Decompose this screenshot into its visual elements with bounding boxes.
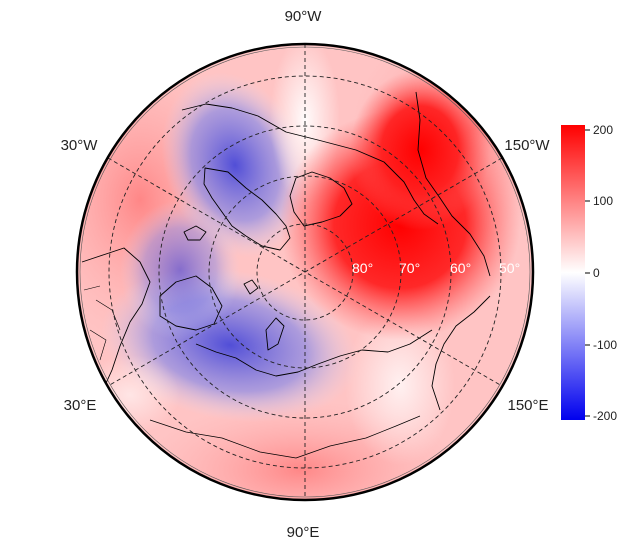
graticule — [107, 44, 503, 500]
lat-label-50: 50° — [499, 260, 520, 276]
colorbar-ticks — [585, 129, 590, 417]
europe-coast — [81, 247, 151, 393]
latitude-circle-50 — [108, 75, 502, 469]
lon-label-lower-left: 30°E — [64, 397, 97, 414]
lon-label-lower-right: 150°E — [507, 397, 548, 414]
svalbard — [243, 279, 259, 295]
colorbar-ramp — [561, 125, 585, 420]
lon-label-upper-right: 150°W — [504, 137, 550, 154]
lat-label-80: 80° — [352, 260, 373, 276]
colorbar-label-0: 0 — [593, 266, 600, 280]
lat-label-70: 70° — [399, 260, 420, 276]
iceland — [183, 225, 207, 241]
canadian-archipelago — [289, 171, 353, 227]
colorbar-label-200: 200 — [593, 123, 613, 137]
alaska-coast — [415, 91, 491, 277]
map-boundary — [75, 42, 535, 502]
novaya-zemlya — [265, 317, 285, 351]
canada-coast — [181, 103, 439, 225]
colorbar-label-neg100: -100 — [593, 338, 617, 352]
colorbar-label-neg200: -200 — [593, 409, 617, 423]
colorbar: 200 100 0 -100 -200 — [561, 123, 617, 423]
colorbar-label-100: 100 — [593, 194, 613, 208]
lon-label-upper-left: 30°W — [61, 137, 99, 154]
meridian-150w-30e — [107, 157, 503, 387]
lat-label-60: 60° — [450, 260, 471, 276]
lon-label-bottom: 90°E — [287, 524, 320, 541]
latitude-circle-60 — [158, 125, 452, 419]
east-siberia-coast — [431, 295, 491, 411]
coastlines — [81, 91, 491, 459]
lon-label-top: 90°W — [285, 8, 323, 25]
asia-interior-borders — [149, 415, 421, 459]
europe-borders — [83, 285, 121, 361]
anomaly-field — [77, 44, 533, 500]
map-boundary-inner — [79, 46, 531, 498]
scandinavia-coast — [159, 275, 223, 331]
latitude-circle-80 — [256, 223, 354, 321]
